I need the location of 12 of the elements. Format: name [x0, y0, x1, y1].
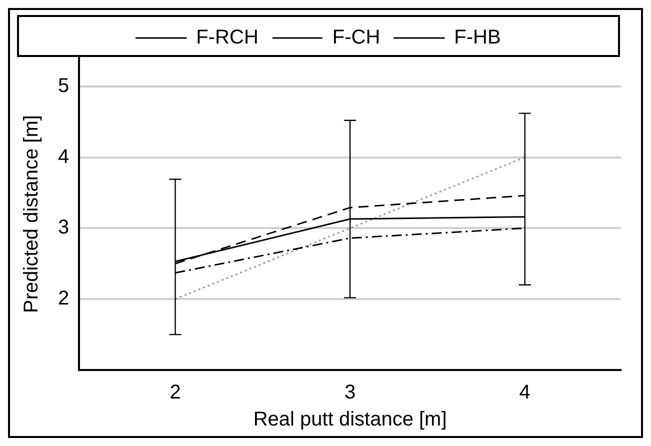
x-tick-label: 2	[170, 382, 181, 404]
y-tick-label: 2	[58, 288, 70, 310]
y-tick-label: 4	[58, 146, 70, 168]
x-axis-title: Real putt distance [m]	[253, 408, 447, 431]
y-tick-label: 3	[58, 216, 70, 239]
x-tick-label: 3	[344, 382, 356, 404]
y-axis-title: Predicted distance [m]	[20, 115, 43, 313]
legend-label: F-HB	[454, 26, 501, 49]
x-tick-label: 4	[519, 382, 530, 404]
legend-label: F-CH	[332, 26, 380, 49]
y-tick-label: 5	[58, 74, 70, 97]
legend-label: F-RCH	[196, 26, 258, 49]
